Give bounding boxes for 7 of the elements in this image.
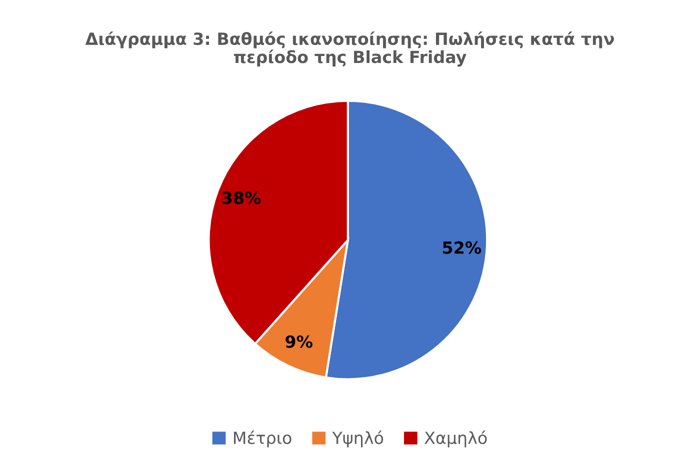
legend-label: Υψηλό [332, 430, 384, 448]
data-label: 9% [286, 335, 312, 348]
chart-title: Διάγραμμα 3: Βαθμός ικανοποίησης: Πωλήσεις κατά την περίοδο της Black Friday [85, 31, 614, 67]
legend-label: Μέτριο [234, 430, 292, 448]
legend-label: Χαμηλό [424, 430, 487, 448]
data-label: 38% [222, 192, 261, 204]
data-label: 52% [443, 241, 482, 254]
